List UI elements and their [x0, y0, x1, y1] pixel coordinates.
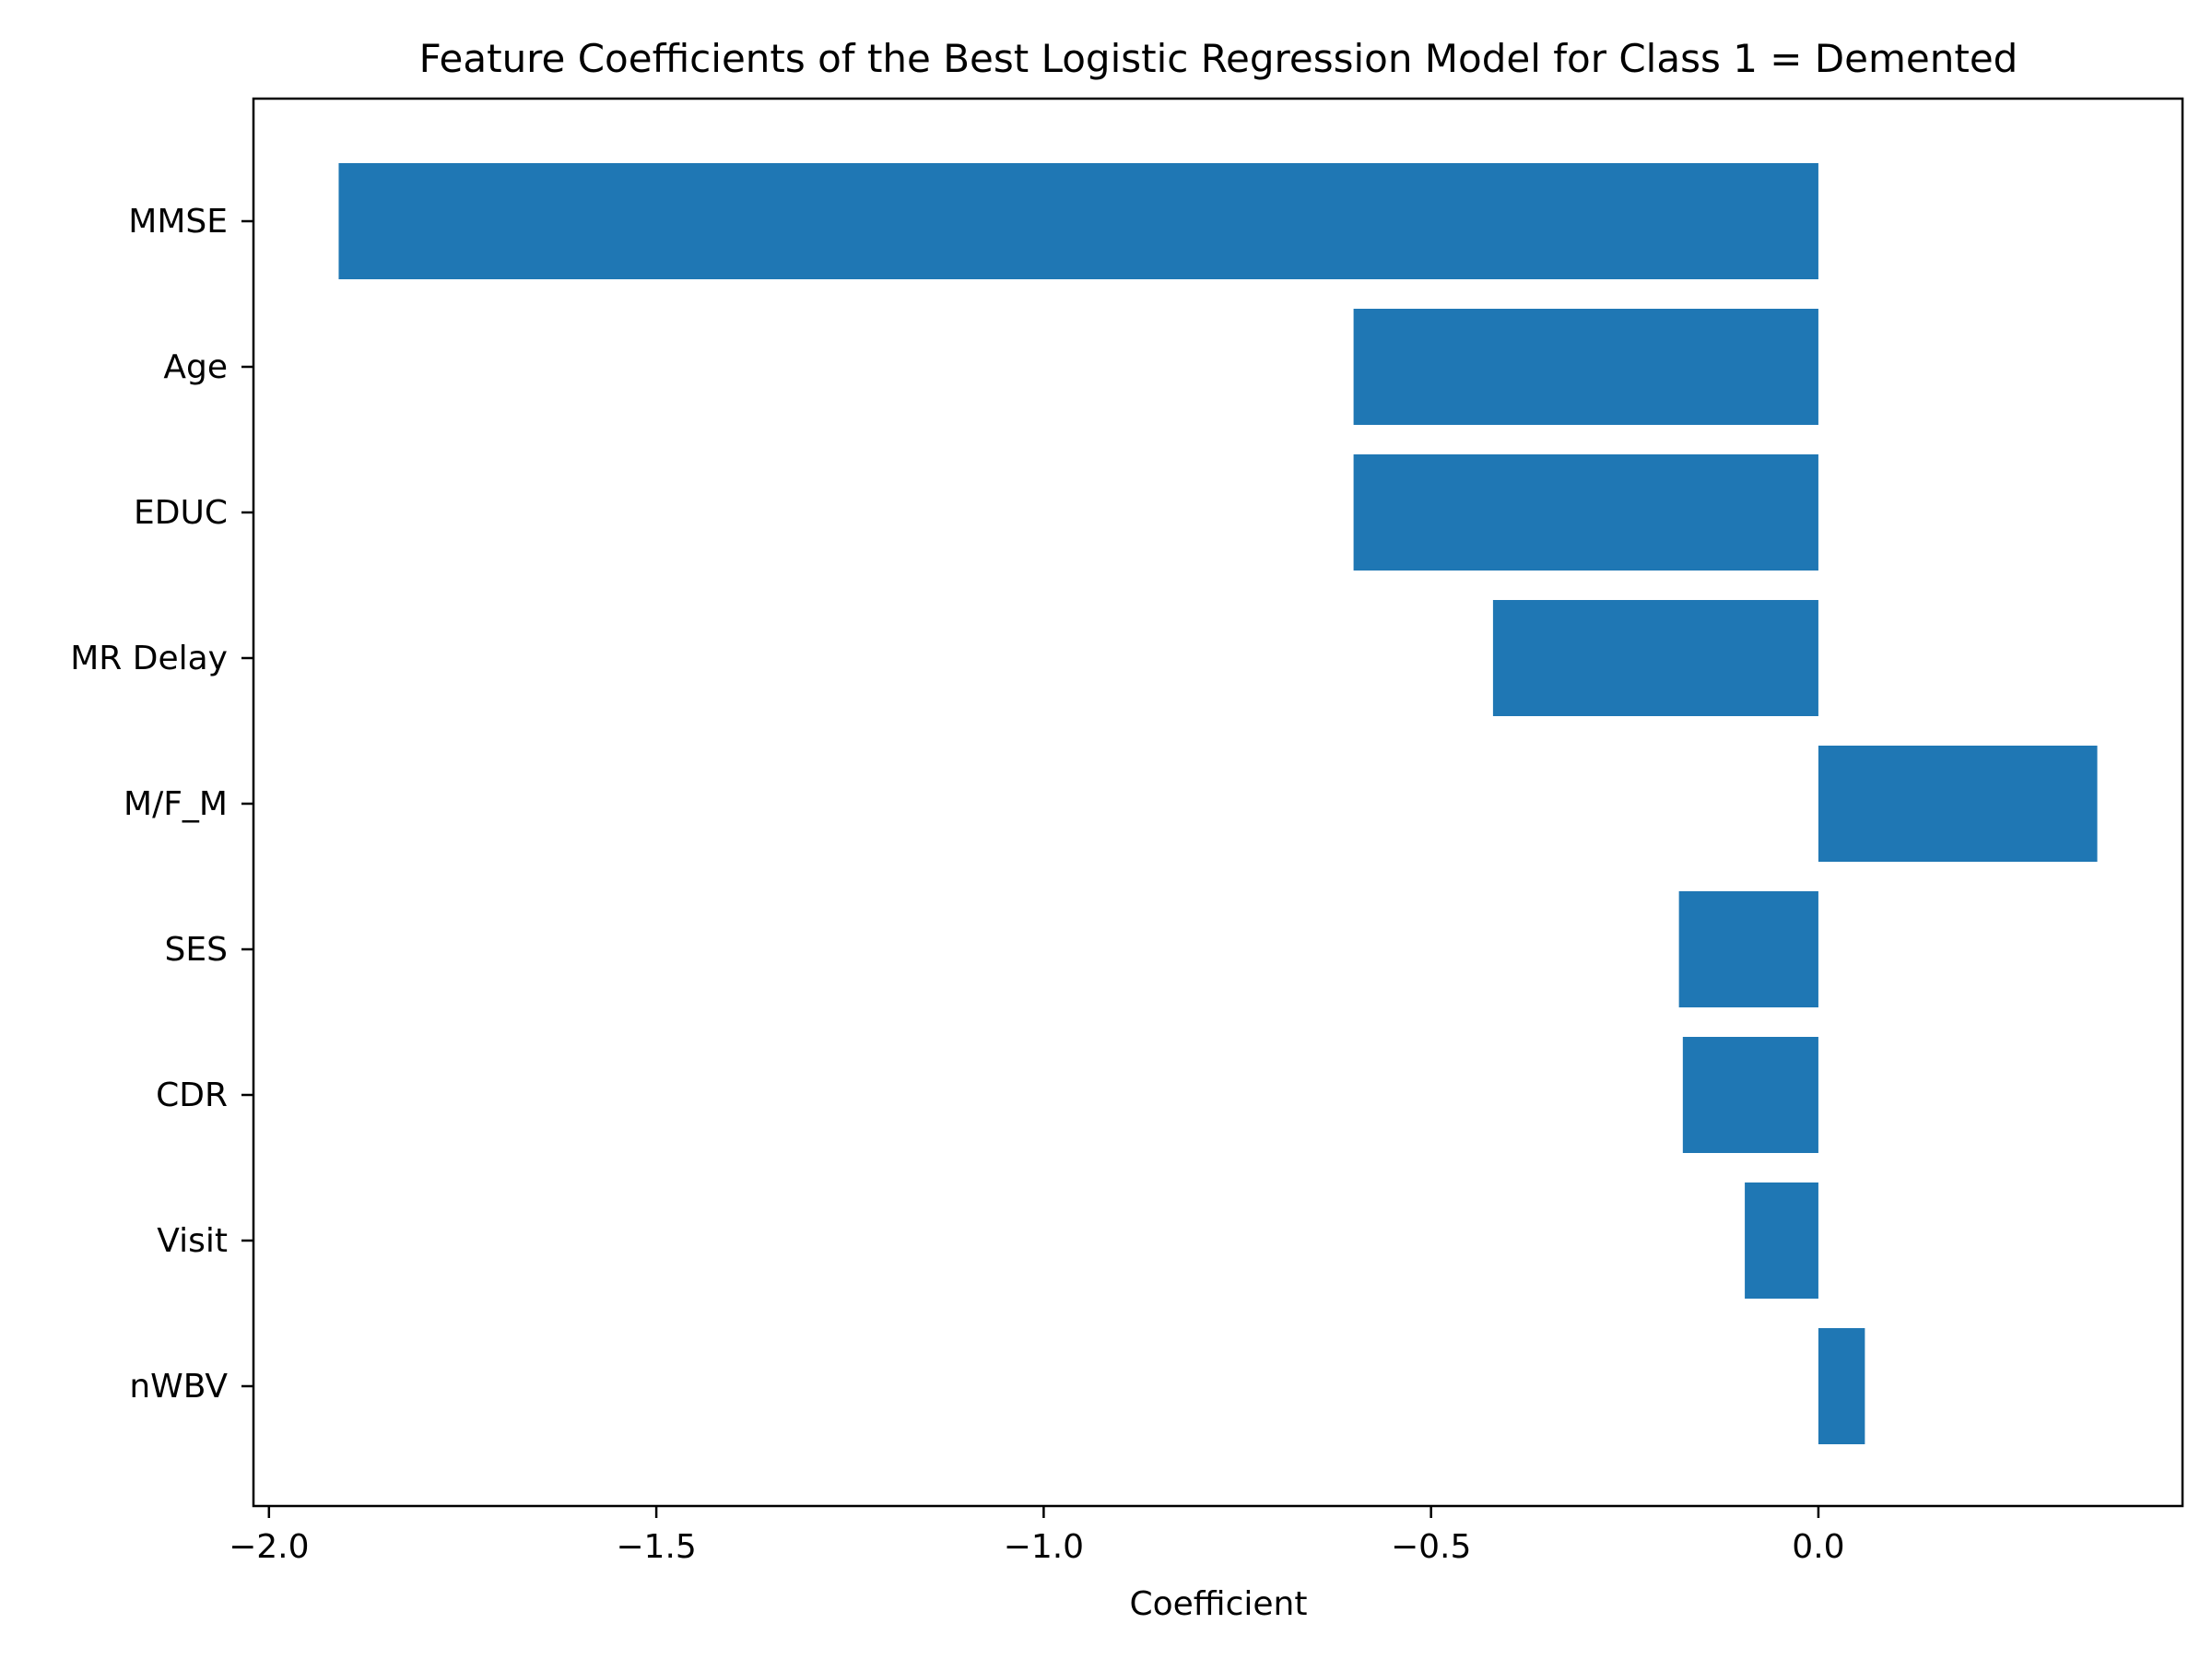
x-axis-label: Coefficient: [1130, 1585, 1308, 1623]
bar-nwbv: [1818, 1328, 1865, 1444]
y-tick-label-mmse: MMSE: [128, 203, 228, 241]
y-axis-ticks: MMSE Age EDUC MR Delay M/F_M SES CDR Visit nWBV: [70, 203, 253, 1406]
y-tick-label-m-f-m: M/F_M: [124, 785, 228, 823]
bar-visit: [1745, 1182, 1818, 1299]
y-tick-label-visit: Visit: [157, 1222, 228, 1260]
bar-educ: [1353, 454, 1818, 571]
chart-title: Feature Coefficients of the Best Logisti…: [419, 36, 2018, 81]
bar-cdr: [1682, 1037, 1818, 1153]
y-tick-label-educ: EDUC: [134, 494, 228, 532]
y-tick-label-cdr: CDR: [156, 1077, 228, 1114]
x-tick-label: 0.0: [1792, 1528, 1844, 1566]
bar-mr-delay: [1492, 600, 1818, 716]
bars-group: [338, 163, 2098, 1444]
bar-age: [1353, 309, 1818, 425]
x-tick-label: −1.0: [1004, 1528, 1084, 1566]
x-tick-label: −0.5: [1391, 1528, 1471, 1566]
bar-ses: [1678, 891, 1818, 1007]
y-tick-label-mr-delay: MR Delay: [70, 640, 228, 677]
x-tick-label: −2.0: [229, 1528, 309, 1566]
bar-mmse: [338, 163, 1818, 279]
y-tick-label-nwbv: nWBV: [129, 1368, 228, 1406]
y-tick-label-ses: SES: [165, 931, 228, 969]
x-tick-label: −1.5: [616, 1528, 696, 1566]
plot-frame: [252, 97, 2184, 1508]
y-tick-label-age: Age: [163, 348, 228, 386]
x-axis-ticks: −2.0 −1.5 −1.0 −0.5 0.0: [229, 1506, 1845, 1566]
bar-m-f-m: [1818, 746, 2098, 862]
